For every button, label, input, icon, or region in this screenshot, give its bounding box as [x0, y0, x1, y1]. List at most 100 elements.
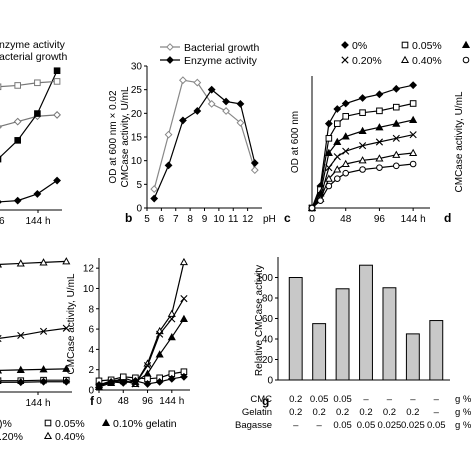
- table-cell: 0.05: [333, 420, 352, 431]
- table-cell: 0.2: [313, 407, 326, 418]
- data-point-2-3: [333, 137, 342, 146]
- data-point-2-3: [53, 78, 61, 85]
- top-right-legend: 0% 0.05% 0.20% 0.40%: [341, 40, 471, 67]
- data-point-4-3: [333, 165, 342, 173]
- legend-marker: [461, 40, 471, 49]
- data-point-2-8: [409, 115, 418, 124]
- series-line-0: [153, 79, 256, 190]
- data-point-4-7: [392, 150, 401, 158]
- legend: )% 0.05% .20% 0.40% 0.10% gelatin: [0, 418, 177, 443]
- table-cell: 0.2: [289, 407, 302, 418]
- series-line-1: [0, 327, 67, 339]
- data-point-2-4: [143, 369, 152, 377]
- data-point-2-0: [0, 369, 3, 374]
- y-tick-label: 0: [136, 204, 142, 215]
- data-point-3-2: [33, 190, 42, 198]
- data-point-1-4: [143, 362, 152, 370]
- y-axis-label: OD at 600 nm: [290, 111, 301, 173]
- data-point-4-5: [358, 156, 367, 164]
- y-axis-label: CMCase activity, U/mL: [120, 86, 131, 187]
- data-point-4-5: [155, 377, 164, 386]
- bar-6: [429, 320, 444, 381]
- data-point-4-4: [341, 159, 350, 168]
- table-unit: g %: [455, 394, 472, 405]
- data-point-1-1: [164, 161, 173, 170]
- legend-label: 0.40%: [412, 55, 442, 67]
- legend-marker: [341, 41, 349, 49]
- data-point-2-1: [14, 82, 21, 89]
- data-point-0-3: [53, 111, 61, 119]
- data-point-0-0: [0, 125, 2, 129]
- data-point-0-2: [39, 258, 48, 266]
- data-point-2-3: [62, 364, 71, 372]
- legend-marker: [166, 56, 174, 64]
- data-point-1-3: [333, 120, 341, 127]
- panel-d: CMCase activity, U/mL d: [444, 91, 465, 225]
- data-point-4-0: [95, 381, 103, 389]
- data-point-3-1: [13, 196, 22, 205]
- legend-label: 0.10% gelatin: [113, 418, 177, 430]
- legend-label: )%: [0, 418, 12, 430]
- x-tick-label: 144 h: [159, 396, 184, 407]
- data-point-3-8: [409, 131, 417, 139]
- x-tick-label: 10: [213, 214, 225, 225]
- data-point-0-0: [0, 263, 3, 268]
- data-point-3-5: [358, 142, 367, 150]
- legend-marker: [101, 418, 111, 427]
- legend-label: 0%: [352, 40, 367, 52]
- data-point-1-2: [325, 135, 333, 142]
- legend-marker: [462, 56, 470, 64]
- x-tick-label: 12: [242, 214, 254, 225]
- data-point-1-7: [392, 103, 400, 111]
- panel-letter: g: [262, 394, 269, 408]
- data-point-1-6: [168, 315, 176, 323]
- data-point-1-0: [0, 155, 2, 163]
- data-point-5-7: [392, 162, 400, 170]
- data-point-0-2: [324, 119, 333, 128]
- y-tick-label: 0: [267, 376, 273, 387]
- data-point-1-6: [376, 107, 383, 115]
- y-tick-label: 5: [136, 180, 142, 191]
- data-point-0-6: [167, 309, 176, 317]
- data-point-1-5: [222, 97, 230, 106]
- x-tick-label: 96: [374, 214, 386, 225]
- data-point-0-7: [250, 166, 259, 175]
- y-axis-label: Relative CMCase activity: [254, 265, 265, 376]
- x-tick-label: 9: [202, 214, 208, 225]
- data-point-1-3: [62, 324, 70, 332]
- data-point-0-7: [392, 84, 401, 93]
- data-point-2-0: [0, 83, 2, 91]
- series-line-0: [98, 261, 185, 386]
- data-point-1-2: [34, 110, 41, 117]
- table-cell: 0.025: [401, 420, 425, 431]
- bar-3: [359, 264, 373, 381]
- legend-marker: [341, 56, 349, 64]
- y-tick-label: 60: [262, 314, 274, 325]
- data-point-2-7: [179, 314, 188, 322]
- table-cell: 0.2: [336, 407, 349, 418]
- data-point-1-2: [179, 116, 187, 125]
- y-tick-label: 15: [131, 133, 143, 144]
- data-point-2-5: [358, 126, 367, 135]
- x-tick-label: 6: [159, 214, 165, 225]
- table-cell: 0.05: [427, 420, 446, 431]
- data-point-4-2: [119, 378, 128, 387]
- x-tick-label: 48: [118, 396, 130, 407]
- bar-5: [405, 333, 420, 381]
- table-cell: –: [434, 407, 440, 418]
- x-tick-label: 48: [340, 214, 352, 225]
- data-point-1-0: [0, 334, 2, 343]
- data-point-0-8: [409, 81, 418, 90]
- x-tick-label: 6: [0, 216, 5, 227]
- data-point-4-2: [39, 377, 48, 386]
- x-tick-label: 0: [96, 396, 102, 407]
- x-tick-label: 7: [173, 214, 179, 225]
- data-point-4-6: [375, 154, 384, 162]
- table-cell: –: [316, 420, 322, 431]
- data-point-2-6: [167, 332, 176, 341]
- data-point-5-2: [325, 182, 333, 190]
- data-point-5-6: [376, 164, 383, 171]
- data-point-5-5: [359, 166, 366, 173]
- table-cell: 0.025: [378, 420, 402, 431]
